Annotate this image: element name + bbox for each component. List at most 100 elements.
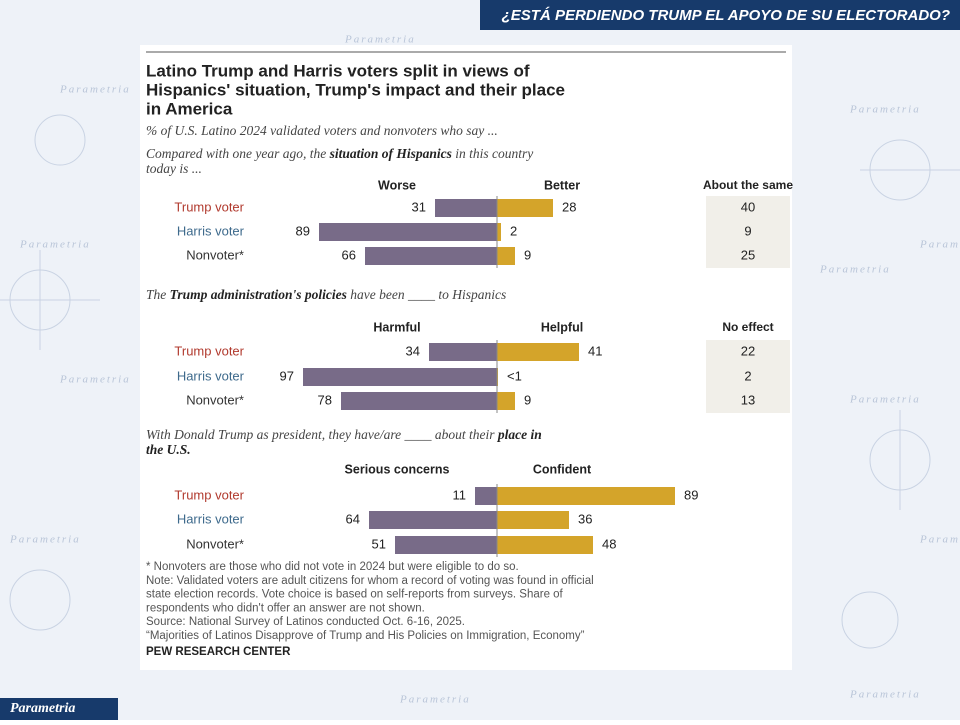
- title: Latino Trump and Harris voters split in …: [146, 61, 530, 80]
- watermark: Parametria: [59, 84, 131, 96]
- watermark: Parametria: [819, 264, 891, 276]
- bar: [497, 343, 579, 361]
- category-label: Harris voter: [177, 223, 245, 238]
- value-label: 78: [318, 392, 332, 407]
- series-header: Better: [544, 178, 580, 192]
- bar: [497, 223, 501, 241]
- title: Hispanics' situation, Trump's impact and…: [146, 80, 565, 99]
- category-label: Nonvoter*: [186, 247, 244, 262]
- value-label: 28: [562, 199, 576, 214]
- value-label: 36: [578, 511, 592, 526]
- logo-bg: [0, 698, 118, 720]
- series-header: Serious concerns: [345, 462, 450, 476]
- extra-column-value: 25: [741, 247, 755, 262]
- note: state election records. Vote choice is b…: [146, 589, 564, 601]
- note: respondents who didn't offer an answer a…: [146, 602, 425, 614]
- bar: [319, 223, 497, 241]
- bar: [497, 392, 515, 410]
- question-part: With Donald Trump as president, they hav…: [146, 427, 498, 442]
- note: * Nonvoters are those who did not vote i…: [146, 561, 519, 573]
- decor: [0, 114, 960, 649]
- source-org: PEW RESEARCH CENTER: [146, 646, 291, 658]
- watermark: Parametria: [849, 104, 921, 116]
- value-label: 64: [346, 511, 360, 526]
- bar: [369, 511, 497, 529]
- series-header: Worse: [378, 178, 416, 192]
- category-label: Trump voter: [174, 199, 244, 214]
- extra-column-value: 22: [741, 343, 755, 358]
- bar: [475, 487, 497, 505]
- question: today is ...: [146, 161, 202, 176]
- question-part: place in: [497, 427, 542, 442]
- note: Note: Validated voters are adult citizen…: [146, 575, 594, 587]
- extra-column-header: No effect: [722, 320, 773, 334]
- bar: [395, 536, 497, 554]
- question: With Donald Trump as president, they hav…: [146, 427, 542, 442]
- value-label: 89: [684, 487, 698, 502]
- value-label: 66: [342, 247, 356, 262]
- question-part: today is ...: [146, 161, 202, 176]
- watermark: Parametria: [919, 534, 960, 546]
- value-label: 34: [406, 343, 420, 358]
- logo: Parametria: [10, 701, 75, 716]
- question-part: Trump administration's policies: [170, 287, 347, 302]
- category-label: Trump voter: [174, 343, 244, 358]
- bar: [365, 247, 497, 265]
- extra-column-header: About the same: [703, 178, 793, 192]
- bar: [497, 199, 553, 217]
- watermark: Parametria: [849, 394, 921, 406]
- series-header: Confident: [533, 462, 592, 476]
- series-header: Harmful: [373, 320, 420, 334]
- question-part: the U.S.: [146, 442, 191, 457]
- watermark: Parametria: [919, 239, 960, 251]
- extra-column-bg: [706, 196, 790, 268]
- bar: [435, 199, 497, 217]
- value-label: 9: [524, 392, 531, 407]
- value-label: 89: [296, 223, 310, 238]
- category-label: Harris voter: [177, 368, 245, 383]
- question: Compared with one year ago, the situatio…: [146, 146, 533, 161]
- series-header: Helpful: [541, 320, 583, 334]
- title: in America: [146, 99, 233, 118]
- value-label: 31: [412, 199, 426, 214]
- value-label: 11: [453, 487, 467, 502]
- value-label: 9: [524, 247, 531, 262]
- extra-column-bg: [706, 340, 790, 413]
- question: The Trump administration's policies have…: [146, 287, 506, 302]
- watermark: Parametria: [9, 534, 81, 546]
- question: the U.S.: [146, 442, 191, 457]
- extra-column-value: 9: [744, 223, 751, 238]
- watermark: Parametria: [849, 689, 921, 701]
- subtitle: % of U.S. Latino 2024 validated voters a…: [146, 123, 498, 138]
- question-part: The: [146, 287, 170, 302]
- watermark: Parametria: [59, 374, 131, 386]
- note: “Majorities of Latinos Disapprove of Tru…: [146, 630, 585, 642]
- bar: [497, 247, 515, 265]
- category-label: Trump voter: [174, 487, 244, 502]
- question-part: Compared with one year ago, the: [146, 146, 330, 161]
- banner-bg: [480, 0, 960, 30]
- watermark: Parametria: [399, 694, 471, 706]
- category-label: Nonvoter*: [186, 392, 244, 407]
- bar: [303, 368, 497, 386]
- category-label: Nonvoter*: [186, 536, 244, 551]
- value-label: 41: [588, 343, 602, 358]
- question-part: have been ____ to Hispanics: [347, 287, 506, 302]
- extra-column-value: 13: [741, 392, 755, 407]
- bar: [497, 511, 569, 529]
- bar: [429, 343, 497, 361]
- value-label: 48: [602, 536, 616, 551]
- watermark: Parametria: [19, 239, 91, 251]
- bar: [497, 536, 593, 554]
- bar: [341, 392, 497, 410]
- extra-column-value: 2: [744, 368, 751, 383]
- banner: ¿ESTÁ PERDIENDO TRUMP EL APOYO DE SU ELE…: [502, 7, 950, 24]
- category-label: Harris voter: [177, 511, 245, 526]
- note: Source: National Survey of Latinos condu…: [146, 616, 465, 628]
- value-label: 2: [510, 223, 517, 238]
- value-label: 51: [372, 536, 386, 551]
- watermark: Parametria: [344, 34, 416, 46]
- value-label: 97: [280, 368, 294, 383]
